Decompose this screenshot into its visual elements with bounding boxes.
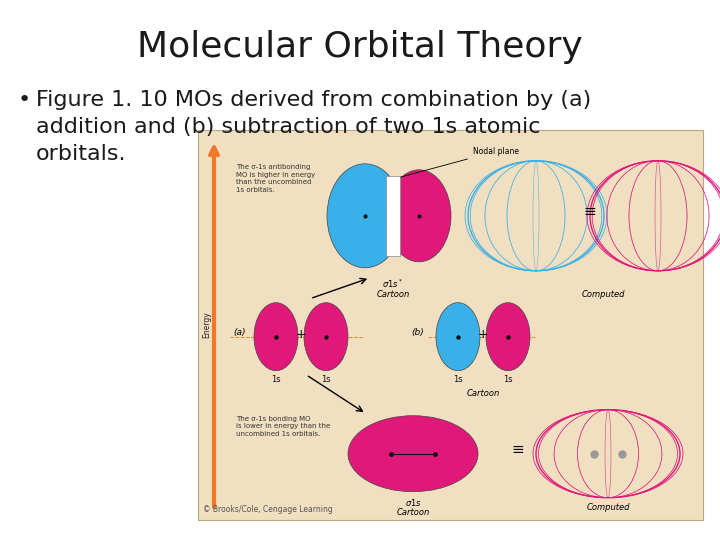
Text: Figure 1. 10 MOs derived from combination by (a)
addition and (b) subtraction of: Figure 1. 10 MOs derived from combinatio… [36,90,591,164]
Text: The σ-1s antibonding
MO is higher in energy
than the uncombined
1s orbitals.: The σ-1s antibonding MO is higher in ene… [236,164,315,193]
Text: Computed: Computed [586,503,630,512]
Ellipse shape [348,416,478,492]
Text: 1s: 1s [321,375,330,384]
Bar [198,130,703,520]
Text: Molecular Orbital Theory: Molecular Orbital Theory [137,30,583,64]
Text: •: • [18,90,31,110]
Text: Energy: Energy [202,312,212,339]
Text: The σ-1s bonding MO
is lower in energy than the
uncombined 1s orbitals.: The σ-1s bonding MO is lower in energy t… [236,416,330,437]
Ellipse shape [387,170,451,262]
Ellipse shape [327,164,403,268]
Ellipse shape [486,303,530,370]
Text: Cartoon: Cartoon [377,290,410,299]
Text: +: + [296,328,306,341]
Text: $\sigma 1s^*$: $\sigma 1s^*$ [382,278,404,290]
Text: Cartoon: Cartoon [397,508,430,517]
Text: 1s: 1s [453,375,463,384]
Ellipse shape [436,303,480,370]
Ellipse shape [254,303,298,370]
Ellipse shape [304,303,348,370]
Text: 1s: 1s [503,375,513,384]
Bar [386,176,400,256]
Text: Computed: Computed [581,290,625,299]
Text: Cartoon: Cartoon [467,389,500,397]
Text: © Brooks/Cole, Cengage Learning: © Brooks/Cole, Cengage Learning [203,505,333,514]
Text: ≡: ≡ [584,204,596,219]
Text: $\sigma 1s$: $\sigma 1s$ [405,497,421,508]
Text: ≡: ≡ [512,442,524,457]
Text: (a): (a) [234,328,246,337]
Text: +: + [477,328,488,341]
Text: 1s: 1s [271,375,281,384]
Text: Nodal plane: Nodal plane [400,147,519,177]
Text: (b): (b) [412,328,424,337]
